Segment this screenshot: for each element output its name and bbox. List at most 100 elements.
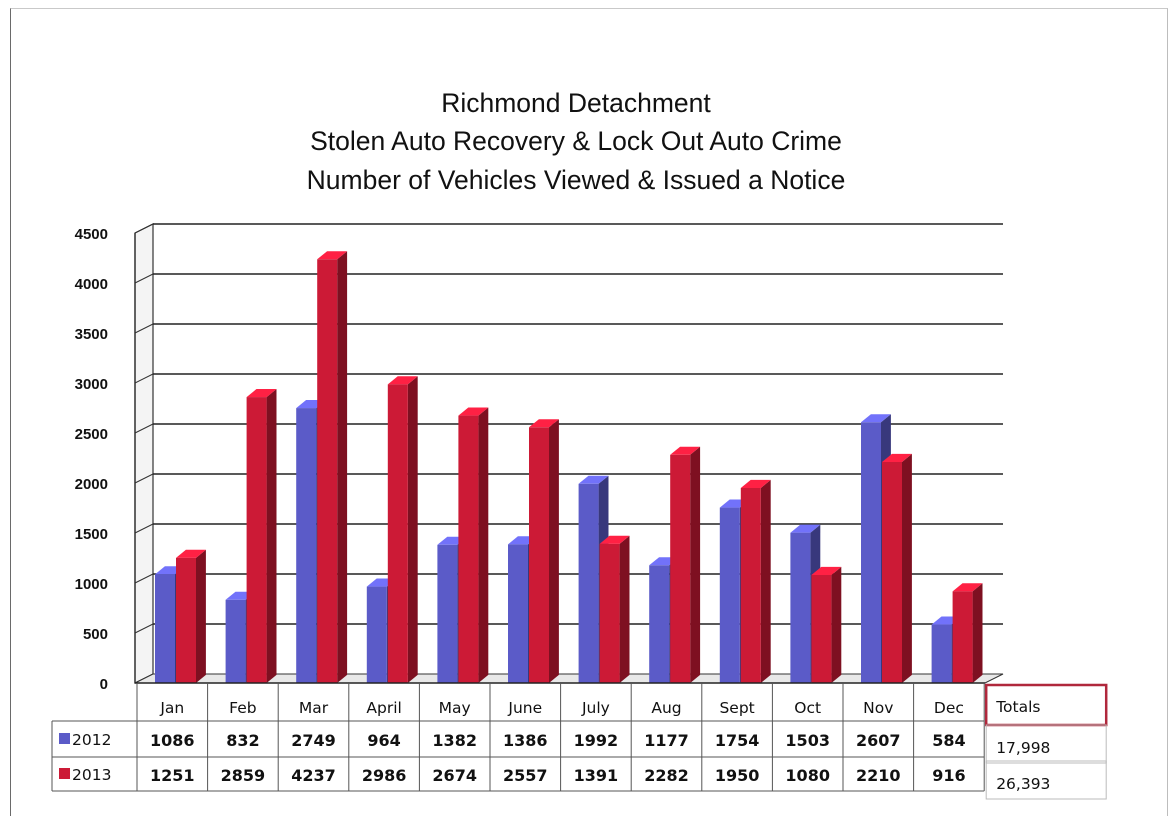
data-label: 2607: [856, 731, 901, 750]
bar-front: [529, 427, 549, 683]
gridline-diagonal: [134, 273, 154, 284]
y-tick-label: 3500: [75, 326, 108, 343]
y-axis-ticks: 0 500 1000 1500 2000 2500 3000 3500 4000 4500: [75, 226, 108, 693]
bar-front: [882, 462, 902, 683]
x-tick-label: Aug: [651, 699, 681, 717]
bar-2013-oct: [811, 566, 842, 683]
bar-front: [599, 543, 620, 683]
bar-front: [296, 408, 317, 683]
data-label: 2557: [503, 766, 548, 785]
y-tick-label: 4000: [75, 276, 108, 293]
bar-top: [670, 446, 701, 455]
bar-2013-nov: [882, 453, 912, 683]
data-label: 1391: [574, 766, 619, 785]
legend-swatch-2012: [59, 733, 70, 744]
chart-title-line: Stolen Auto Recovery & Lock Out Auto Cri…: [310, 126, 842, 156]
bar-side: [760, 479, 771, 683]
bar-side: [619, 535, 630, 683]
y-tick-label: 1000: [75, 576, 108, 593]
bar-top: [578, 475, 609, 484]
bar-front: [719, 507, 740, 683]
chart-title-line: Richmond Detachment: [441, 88, 711, 118]
bar-front: [740, 488, 761, 683]
bar-top: [882, 453, 912, 462]
data-label: 2986: [362, 766, 407, 785]
bar-front: [931, 624, 952, 683]
totals-cell: [985, 760, 1107, 800]
bar-top: [317, 251, 348, 260]
y-tick-label: 500: [83, 626, 108, 643]
data-label: 1080: [785, 766, 830, 785]
bar-2013-mar: [317, 251, 348, 683]
bar-front: [670, 454, 691, 683]
y-tick-label: 2500: [75, 426, 108, 443]
bar-2013-may: [458, 407, 489, 683]
bar-top: [952, 583, 983, 592]
bar-top: [599, 535, 630, 544]
bar-2013-june: [529, 419, 559, 683]
data-label: 2859: [221, 766, 266, 785]
bars: [155, 251, 983, 683]
totals-header: Totals: [995, 698, 1040, 716]
bar-front: [952, 591, 973, 683]
y-tick-label: 0: [100, 676, 108, 693]
side-wall: [134, 223, 154, 684]
bar-top: [811, 566, 842, 575]
gridline-diagonal: [134, 423, 154, 434]
bar-side: [972, 583, 983, 683]
total-2012: 17,998: [996, 739, 1050, 757]
bar-front: [225, 599, 246, 683]
bar-front: [811, 575, 832, 683]
bar-side: [266, 389, 277, 683]
bar-front: [387, 384, 408, 683]
gridline-diagonal: [134, 323, 154, 334]
legend-swatch-2013: [59, 768, 70, 779]
y-tick-label: 3000: [75, 376, 108, 393]
bar-front: [246, 397, 267, 683]
bar-top: [458, 407, 489, 416]
totals-cell: [985, 724, 1107, 764]
bar-side: [549, 419, 559, 683]
x-tick-label: Dec: [934, 699, 964, 717]
data-label: 1992: [574, 731, 619, 750]
y-tick-label: 2000: [75, 476, 108, 493]
bar-side: [690, 446, 701, 683]
bar-front: [366, 586, 387, 683]
x-tick-label: Mar: [299, 699, 329, 717]
x-tick-label: Sept: [719, 699, 754, 717]
total-2013: 26,393: [996, 775, 1050, 793]
bar-top: [176, 549, 206, 558]
data-label: 1382: [432, 731, 477, 750]
bar-top: [246, 389, 277, 398]
bar-front: [861, 422, 881, 683]
gridline-diagonal: [134, 373, 154, 384]
data-table: Jan Feb Mar April May June July Aug Sept Oct Nov De…: [51, 683, 1108, 800]
legend-label-2013: 2013: [72, 766, 111, 784]
data-label: 1950: [715, 766, 760, 785]
x-tick-label: July: [581, 699, 610, 717]
bar-side: [902, 453, 912, 683]
bar-front: [508, 544, 528, 683]
bar-2013-aug: [670, 446, 701, 683]
bar-top: [740, 479, 771, 488]
bar-side: [407, 376, 418, 683]
bar-side: [831, 566, 842, 683]
gridline-diagonal: [134, 473, 154, 484]
chart-title-line: Number of Vehicles Viewed & Issued a Not…: [307, 165, 846, 195]
x-tick-label: Nov: [863, 699, 893, 717]
bar-front: [317, 259, 338, 683]
gridline-diagonal: [134, 223, 154, 234]
bar-top: [790, 524, 821, 533]
bar-front: [176, 557, 196, 683]
data-label: 1086: [150, 731, 195, 750]
x-tick-label: Jan: [159, 699, 184, 717]
bar-front: [578, 483, 599, 683]
bar-2013-jan: [176, 549, 206, 683]
bar-front: [790, 532, 811, 683]
data-label: 2282: [644, 766, 689, 785]
bar-top: [861, 414, 891, 423]
gridline-diagonal: [134, 623, 154, 634]
data-label: 1386: [503, 731, 548, 750]
y-tick-label: 1500: [75, 526, 108, 543]
